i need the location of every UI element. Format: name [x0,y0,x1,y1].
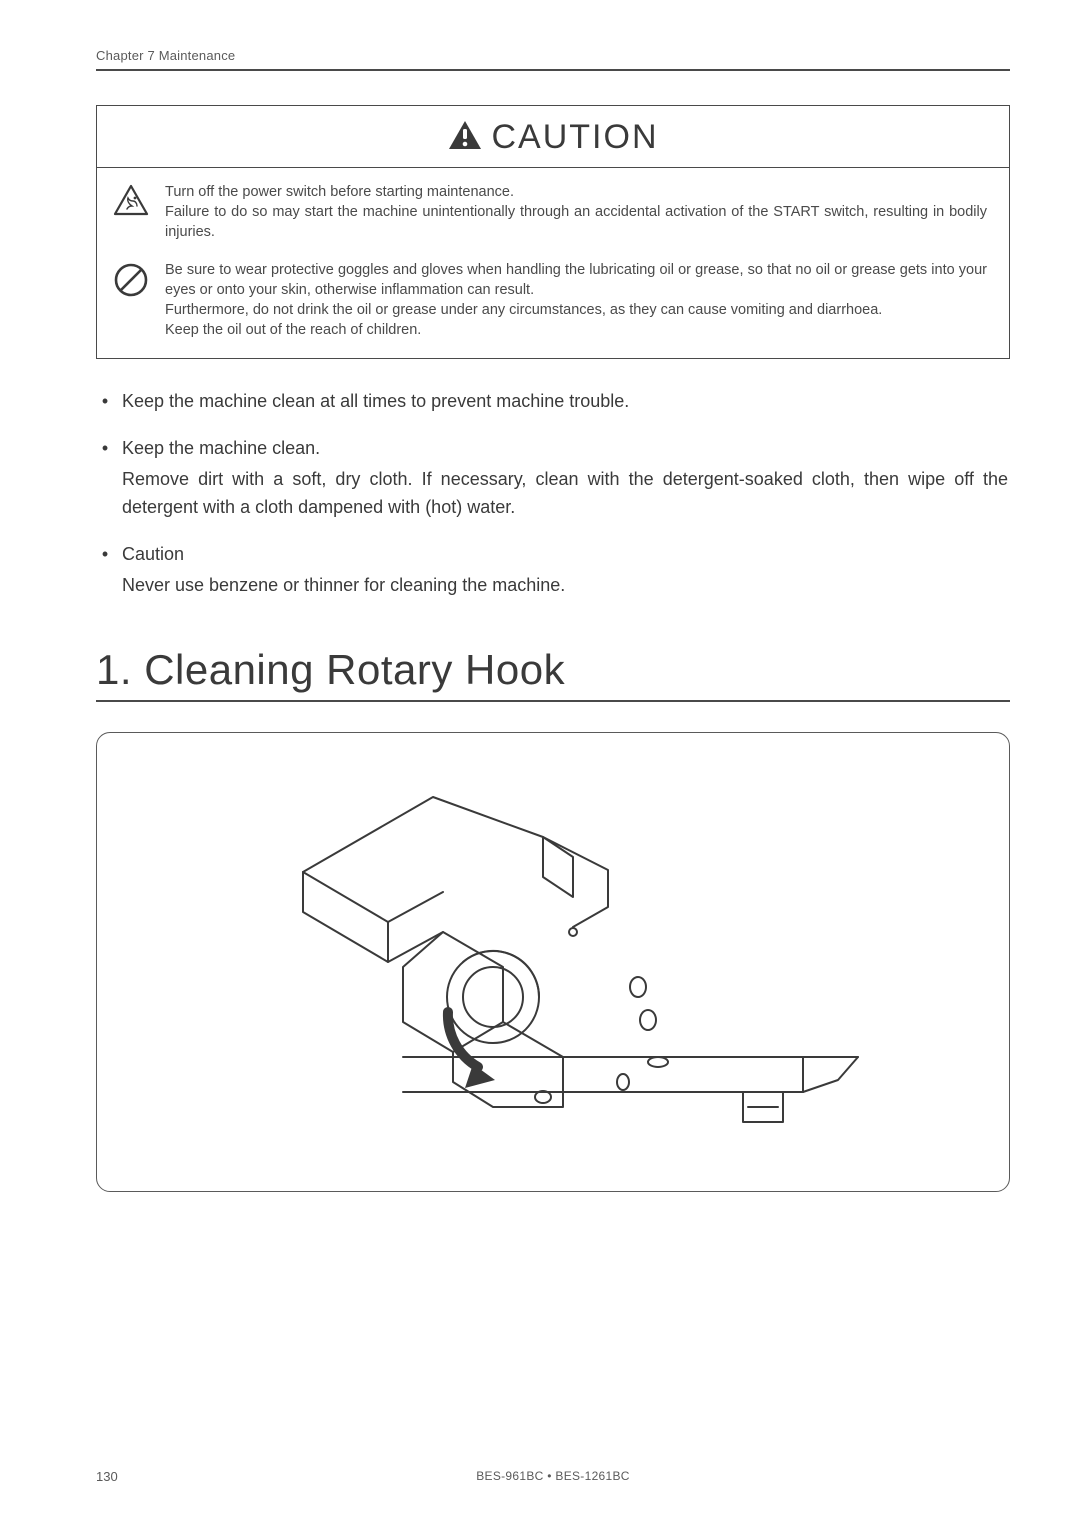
bullet-sub: Remove dirt with a soft, dry cloth. If n… [122,465,1008,523]
page-number: 130 [96,1469,118,1484]
bullet-marker: • [98,434,112,463]
caution-block-text: Turn off the power switch before startin… [165,182,987,242]
caution-line: Furthermore, do not drink the oil or gre… [165,300,987,320]
rotary-hook-illustration [243,762,863,1162]
bullet-lead: Caution [122,540,1008,569]
bullet-item: • Caution [98,540,1008,569]
footer-spacer [1007,1470,1010,1484]
caution-line: Keep the oil out of the reach of childre… [165,320,987,340]
bullet-item: • Keep the machine clean. [98,434,1008,463]
bullet-marker: • [98,387,112,416]
section-rule [96,700,1010,702]
caution-line: Failure to do so may start the machine u… [165,202,987,242]
section-heading: 1. Cleaning Rotary Hook [96,646,1010,700]
caution-alert-icon [448,120,482,155]
caution-line: Turn off the power switch before startin… [165,182,987,202]
figure-box [96,732,1010,1192]
caution-block-text: Be sure to wear protective goggles and g… [165,260,987,340]
body-copy: • Keep the machine clean at all times to… [96,387,1010,600]
running-head: Chapter 7 Maintenance [96,48,1010,69]
bullet-lead: Keep the machine clean at all times to p… [122,387,1008,416]
bullet-group: • Keep the machine clean. Remove dirt wi… [98,434,1008,522]
page-footer: 130 BES-961BC • BES-1261BC [96,1469,1010,1484]
bullet-lead: Keep the machine clean. [122,434,1008,463]
caution-line: Be sure to wear protective goggles and g… [165,260,987,300]
bullet-sub: Never use benzene or thinner for cleanin… [122,571,1008,600]
footer-models: BES-961BC • BES-1261BC [476,1469,630,1483]
bullet-item: • Keep the machine clean at all times to… [98,387,1008,416]
caution-box: CAUTION Turn off the power switch before… [96,105,1010,359]
warning-triangle-icon [111,182,151,216]
prohibit-icon [111,260,151,298]
caution-header: CAUTION [97,106,1009,168]
caution-block: Turn off the power switch before startin… [97,168,1009,256]
caution-block: Be sure to wear protective goggles and g… [97,256,1009,358]
caution-title: CAUTION [492,118,659,157]
bullet-group: • Caution Never use benzene or thinner f… [98,540,1008,600]
running-head-rule [96,69,1010,71]
bullet-marker: • [98,540,112,569]
